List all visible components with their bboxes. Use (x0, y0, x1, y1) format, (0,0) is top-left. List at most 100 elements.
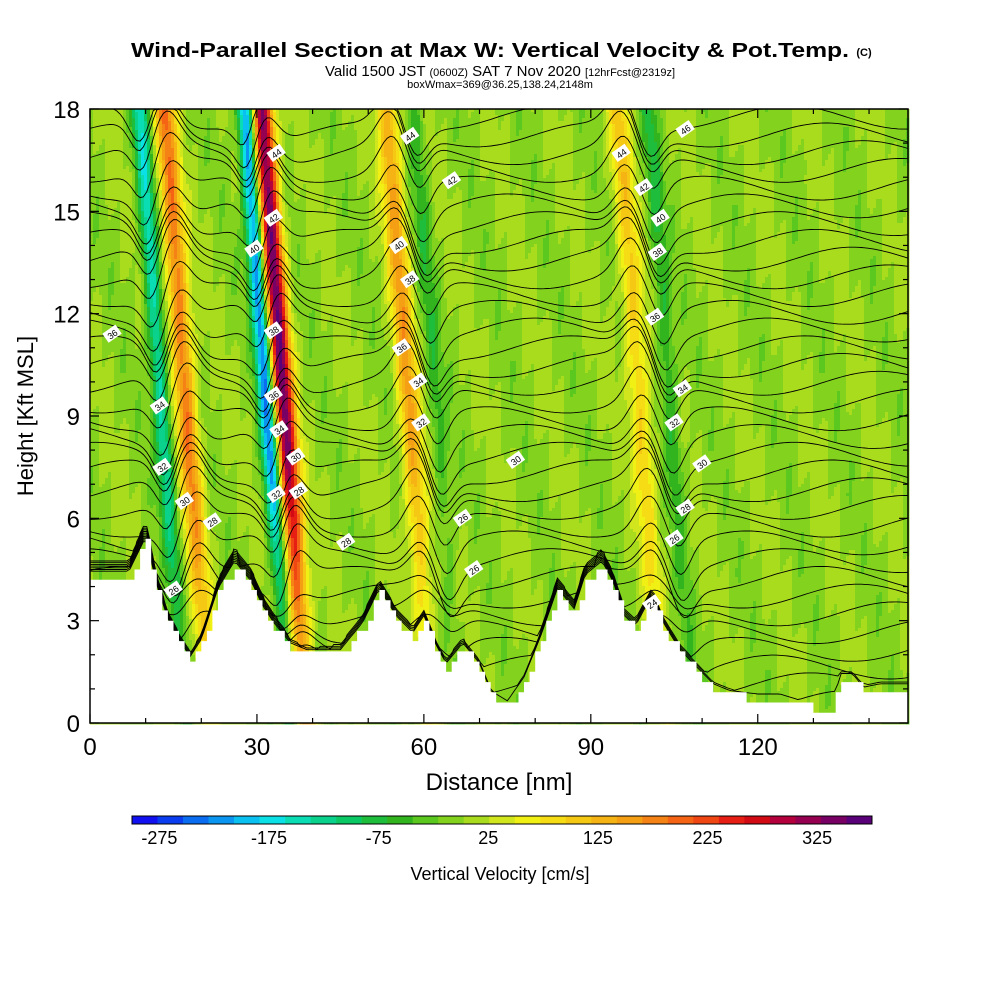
velocity-cell (120, 280, 124, 284)
velocity-cell (117, 346, 121, 350)
velocity-cell (105, 220, 109, 224)
velocity-cell (96, 118, 100, 122)
velocity-cell (93, 307, 97, 311)
velocity-cell (147, 181, 151, 185)
velocity-cell (123, 325, 127, 329)
velocity-cell (102, 529, 106, 533)
velocity-cell (99, 412, 103, 416)
velocity-cell (105, 175, 109, 179)
velocity-cell (144, 511, 148, 515)
velocity-cell (99, 415, 103, 419)
velocity-cell (141, 313, 145, 317)
velocity-cell (153, 181, 157, 185)
velocity-cell (147, 526, 151, 530)
velocity-cell (93, 130, 97, 134)
velocity-cell (141, 391, 145, 395)
velocity-cell (144, 520, 148, 524)
velocity-cell (102, 493, 106, 497)
velocity-cell (129, 385, 133, 389)
velocity-cell (114, 175, 118, 179)
velocity-cell (117, 280, 121, 284)
velocity-cell (132, 133, 136, 137)
velocity-cell (96, 121, 100, 125)
velocity-cell (156, 568, 160, 572)
velocity-cell (153, 280, 157, 284)
velocity-cell (102, 253, 106, 257)
velocity-cell (90, 529, 94, 533)
velocity-cell (156, 397, 160, 401)
velocity-cell (153, 460, 157, 464)
velocity-cell (99, 565, 103, 569)
velocity-cell (93, 562, 97, 566)
velocity-cell (99, 235, 103, 239)
velocity-cell (105, 442, 109, 446)
velocity-cell (159, 172, 163, 176)
velocity-cell (126, 346, 130, 350)
velocity-cell (132, 466, 136, 470)
velocity-cell (159, 559, 163, 563)
velocity-cell (156, 310, 160, 314)
velocity-cell (120, 487, 124, 491)
velocity-cell (147, 343, 151, 347)
velocity-cell (123, 208, 127, 212)
velocity-cell (144, 439, 148, 443)
velocity-cell (105, 256, 109, 260)
velocity-cell (135, 364, 139, 368)
velocity-cell (108, 238, 112, 242)
velocity-cell (102, 538, 106, 542)
velocity-cell (153, 544, 157, 548)
velocity-cell (90, 373, 94, 377)
velocity-cell (156, 304, 160, 308)
velocity-cell (129, 355, 133, 359)
velocity-cell (114, 352, 118, 356)
velocity-cell (159, 124, 163, 128)
velocity-cell (105, 406, 109, 410)
velocity-cell (120, 526, 124, 530)
velocity-cell (93, 436, 97, 440)
velocity-cell (99, 160, 103, 164)
velocity-cell (159, 136, 163, 140)
velocity-cell (126, 532, 130, 536)
velocity-cell (108, 502, 112, 506)
velocity-cell (126, 409, 130, 413)
velocity-cell (135, 418, 139, 422)
velocity-cell (144, 136, 148, 140)
velocity-cell (138, 223, 142, 227)
velocity-cell (96, 436, 100, 440)
velocity-cell (123, 370, 127, 374)
velocity-cell (159, 574, 163, 578)
velocity-cell (102, 157, 106, 161)
velocity-cell (120, 307, 124, 311)
velocity-cell (93, 481, 97, 485)
velocity-cell (111, 502, 115, 506)
velocity-cell (117, 325, 121, 329)
velocity-cell (99, 298, 103, 302)
velocity-cell (150, 289, 154, 293)
velocity-cell (117, 343, 121, 347)
velocity-cell (114, 148, 118, 152)
velocity-cell (159, 235, 163, 239)
velocity-cell (138, 511, 142, 515)
velocity-cell (156, 343, 160, 347)
velocity-cell (159, 475, 163, 479)
velocity-cell (126, 466, 130, 470)
velocity-cell (144, 232, 148, 236)
velocity-cell (162, 253, 166, 257)
velocity-cell (96, 523, 100, 527)
velocity-cell (156, 508, 160, 512)
velocity-cell (150, 271, 154, 275)
velocity-cell (102, 514, 106, 518)
velocity-cell (99, 115, 103, 119)
velocity-cell (123, 112, 127, 116)
velocity-cell (108, 514, 112, 518)
velocity-cell (117, 475, 121, 479)
velocity-cell (120, 505, 124, 509)
velocity-cell (129, 301, 133, 305)
velocity-cell (147, 334, 151, 338)
velocity-cell (90, 304, 94, 308)
velocity-cell (105, 490, 109, 494)
velocity-cell (108, 235, 112, 239)
velocity-cell (153, 430, 157, 434)
velocity-cell (126, 247, 130, 251)
velocity-cell (117, 130, 121, 134)
